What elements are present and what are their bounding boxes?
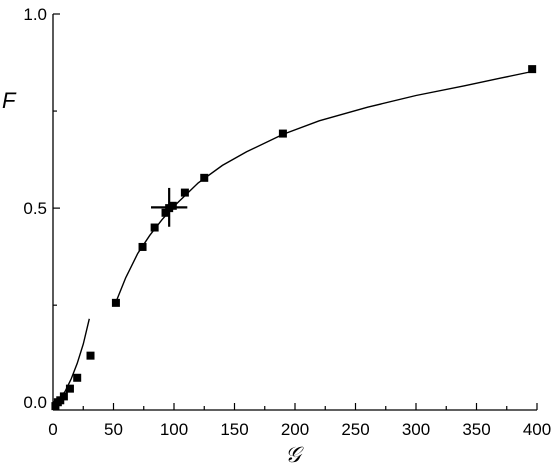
y-tick-label: 0.0 bbox=[23, 393, 47, 412]
x-tick-label: 400 bbox=[523, 420, 551, 439]
fit-curve-2 bbox=[115, 70, 533, 303]
x-tick-label: 200 bbox=[281, 420, 309, 439]
x-axis-label: 𝒢 bbox=[285, 442, 304, 467]
data-point bbox=[138, 242, 147, 251]
x-tick-label: 350 bbox=[462, 420, 490, 439]
data-points bbox=[51, 65, 537, 411]
x-tick-label: 0 bbox=[48, 420, 57, 439]
data-point bbox=[65, 384, 74, 393]
data-point bbox=[150, 223, 159, 232]
y-axis-label: F bbox=[2, 88, 17, 113]
x-tick-label: 150 bbox=[220, 420, 248, 439]
data-point bbox=[161, 208, 170, 217]
x-tick-label: 250 bbox=[341, 420, 369, 439]
data-point bbox=[180, 188, 189, 197]
y-tick-label: 1.0 bbox=[23, 5, 47, 24]
data-point bbox=[168, 201, 177, 210]
axes bbox=[52, 13, 538, 411]
data-point bbox=[86, 351, 95, 360]
tick-labels: 0 50 100 150 200 250 300 350 400 0.0 0.5 1.0 bbox=[23, 5, 551, 439]
x-tick-label: 100 bbox=[160, 420, 188, 439]
fit-curves bbox=[52, 70, 533, 403]
y-tick-label: 0.5 bbox=[23, 199, 47, 218]
data-point bbox=[200, 173, 209, 182]
data-point bbox=[111, 298, 120, 307]
data-point bbox=[528, 65, 537, 74]
data-point bbox=[73, 373, 82, 382]
x-tick-label: 50 bbox=[104, 420, 123, 439]
data-point bbox=[59, 392, 68, 401]
data-point bbox=[278, 129, 287, 138]
error-cross bbox=[151, 187, 188, 227]
x-tick-label: 300 bbox=[402, 420, 430, 439]
